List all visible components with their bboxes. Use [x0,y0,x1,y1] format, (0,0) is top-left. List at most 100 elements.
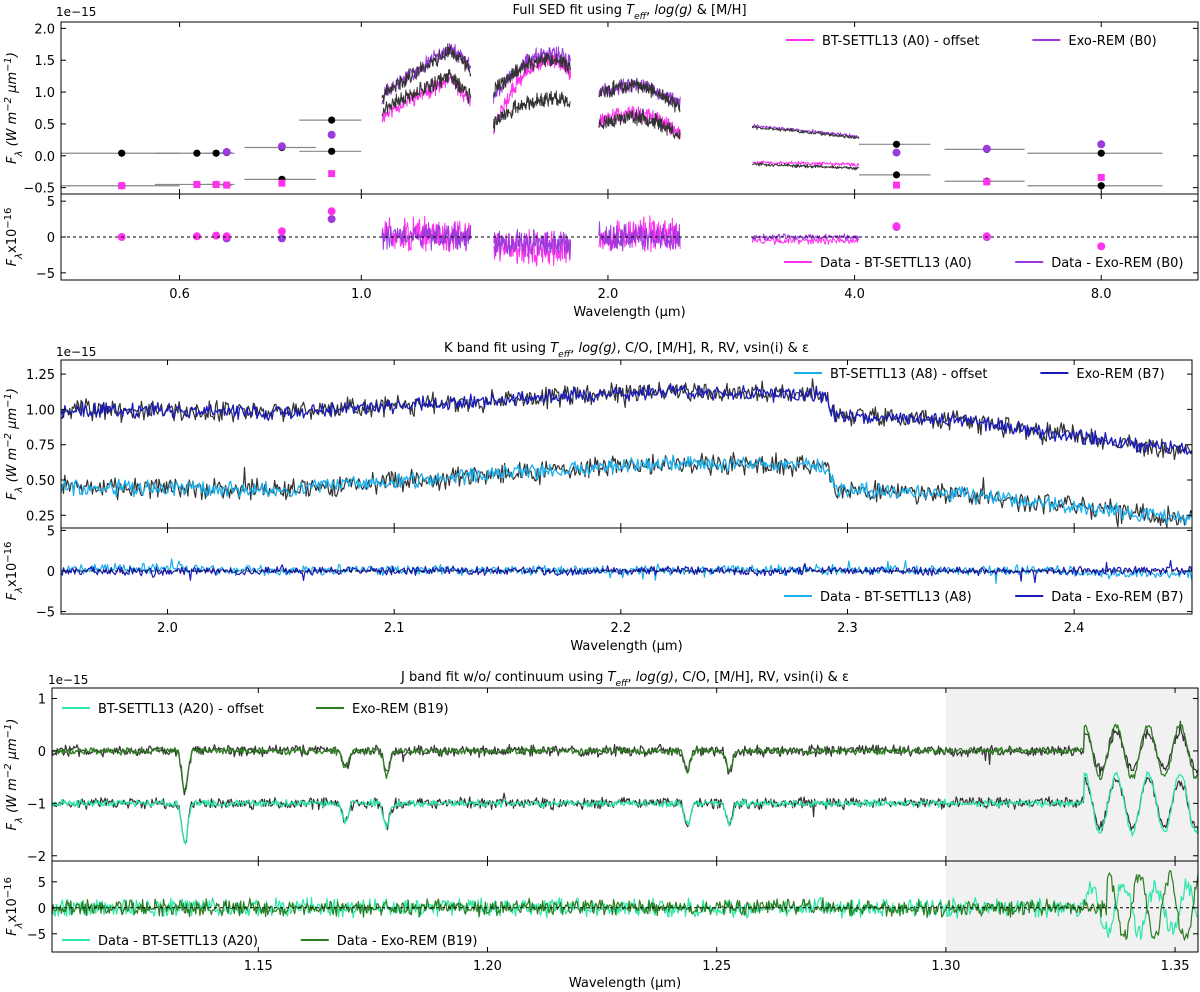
bt-settl-residual-point [192,232,201,241]
bt-settl-photometry-point [893,181,901,189]
data-photometry-point [328,147,336,155]
y-tick-label: 1.25 [26,368,55,383]
kband-main-legend: BT-SETTL13 (A8) - offset Exo-REM (B7) [794,367,1165,382]
y-axis-label: Fλx10−16 [3,542,25,601]
data-spectrum-line [752,162,860,171]
y-tick-label: 5 [47,524,55,539]
x-tick-label: 0.6 [169,287,190,302]
x-tick-label: 2.3 [837,621,858,636]
legend-label: BT-SETTL13 (A0) - offset [822,34,979,49]
jband-main-plot [52,720,1198,845]
bt-settl-residual-point [327,207,336,216]
label-part: −1 [3,393,14,408]
data-spectrum-line [493,53,571,98]
shaded-region [945,688,1198,861]
label-part: F [5,258,20,266]
jband-residual-y-axis: −5 0 5 [27,876,1198,943]
label-part: F [5,592,20,600]
label-part: F [5,156,20,164]
data-photometry-point [193,149,201,157]
y-tick-label: 1.0 [34,86,55,101]
x-axis-label: Wavelength (μm) [570,639,682,654]
label-part: ) [5,388,20,394]
sed-main-plot [61,43,1163,190]
x-tick-label: 2.0 [157,621,178,636]
x-tick-label: 1.0 [351,287,372,302]
bt-settl-residual-point [222,232,231,241]
y-exponent: 1e−15 [56,5,96,19]
label-part: −2 [3,97,14,112]
y-tick-label: 0.50 [26,474,55,489]
label-part: (W m [5,448,20,487]
legend-label: BT-SETTL13 (A8) - offset [830,367,987,382]
title-part: T [626,3,635,18]
data-spectrum-line [751,125,860,139]
jband-residual-frame [51,860,1199,953]
y-tick-label: 5 [47,195,55,210]
exo-rem-spectrum-line [751,123,860,139]
x-tick-label: 1.30 [931,959,960,974]
y-axis-label: Fλ (W m−2 μm−1) [3,52,25,164]
exo-rem-residual-point [327,215,336,224]
x-tick-label: 4.0 [844,287,865,302]
y-axis-label: Fλx10−16 [3,877,25,936]
y-tick-label: −5 [36,606,55,621]
data-spectrum-line [381,43,472,105]
y-tick-label: 2.0 [34,22,55,37]
label-part: μm [5,738,20,763]
sed-main-x-axis [179,22,1102,194]
sed-residual-y-axis: −5 0 5 [36,195,1198,282]
bt-settl-photometry-point [1097,173,1105,181]
exo-rem-photometry-point [327,130,336,139]
title-part: eff [634,12,648,22]
data-spectrum-line [598,77,681,113]
x-tick-label: 1.20 [473,959,502,974]
exo-rem-residual-line [381,222,472,251]
kband-residual-x-axis: 2.0 2.1 2.2 2.3 2.4 [157,528,1084,636]
legend-label: Exo-REM (B19) [352,702,449,717]
title-part: & [M/H] [693,3,747,18]
title-part: , [628,670,636,685]
y-exponent: 1e−15 [56,345,96,359]
label-part: F [5,928,20,936]
title-part: , C/O, [M/H], R, RV, vsin(i) & ε [617,341,809,356]
jband-residual-legend: Data - BT-SETTL13 (A20) Data - Exo-REM (B… [62,934,477,949]
kband-residual-legend: Data - BT-SETTL13 (A8) Data - Exo-REM (B7… [784,590,1184,605]
y-axis-label: Fλ (W m−2 μm−1) [3,388,25,500]
y-tick-label: −5 [36,267,55,282]
y-tick-label: 0 [47,231,55,246]
chart-title: K band fit using Teff, log(g), C/O, [M/H… [444,341,809,360]
y-axis-label: Fλx10−16 [3,208,25,267]
exo-rem-residual-line [598,221,681,252]
bt-settl-model-line [52,771,1198,845]
title-part: T [550,341,559,356]
bt-settl-photometry-point [193,180,201,188]
bt-settl-spectrum-line [752,160,860,167]
bt-settl-photometry-point [278,179,286,187]
y-tick-label: 0.0 [34,150,55,165]
title-part: , C/O, [M/H], RV, vsin(i) & ε [674,670,849,685]
x-axis-label: Wavelength (μm) [573,305,685,320]
kband-main-x-axis [167,360,1075,528]
exo-rem-residual-line [493,228,571,259]
title-part: K band fit using [444,341,550,356]
legend-label: Data - BT-SETTL13 (A20) [98,934,258,949]
data-spectrum-line [61,451,1192,528]
kband-residual-plot [61,558,1192,584]
y-tick-label: −5 [27,928,46,943]
y-tick-label: −2 [27,850,46,865]
title-part: eff [615,679,629,689]
legend-label: Exo-REM (B0) [1068,34,1156,49]
label-part: (W m [5,778,20,817]
bt-settl-model-line [61,454,1192,526]
label-part: −1 [3,724,14,739]
jband-panel: Wavelength (μm) 1e−15 J band fit w/o/ cont… [3,670,1198,991]
x-tick-label: 1.35 [1161,959,1190,974]
x-tick-label: 2.4 [1064,621,1085,636]
title-part: log(g) [578,341,616,356]
kband-residual-y-axis: −5 0 5 [36,524,1192,621]
label-part: (W m [5,112,20,151]
bt-settl-spectrum-line [381,73,472,123]
x-axis-label: Wavelength (μm) [569,976,681,991]
